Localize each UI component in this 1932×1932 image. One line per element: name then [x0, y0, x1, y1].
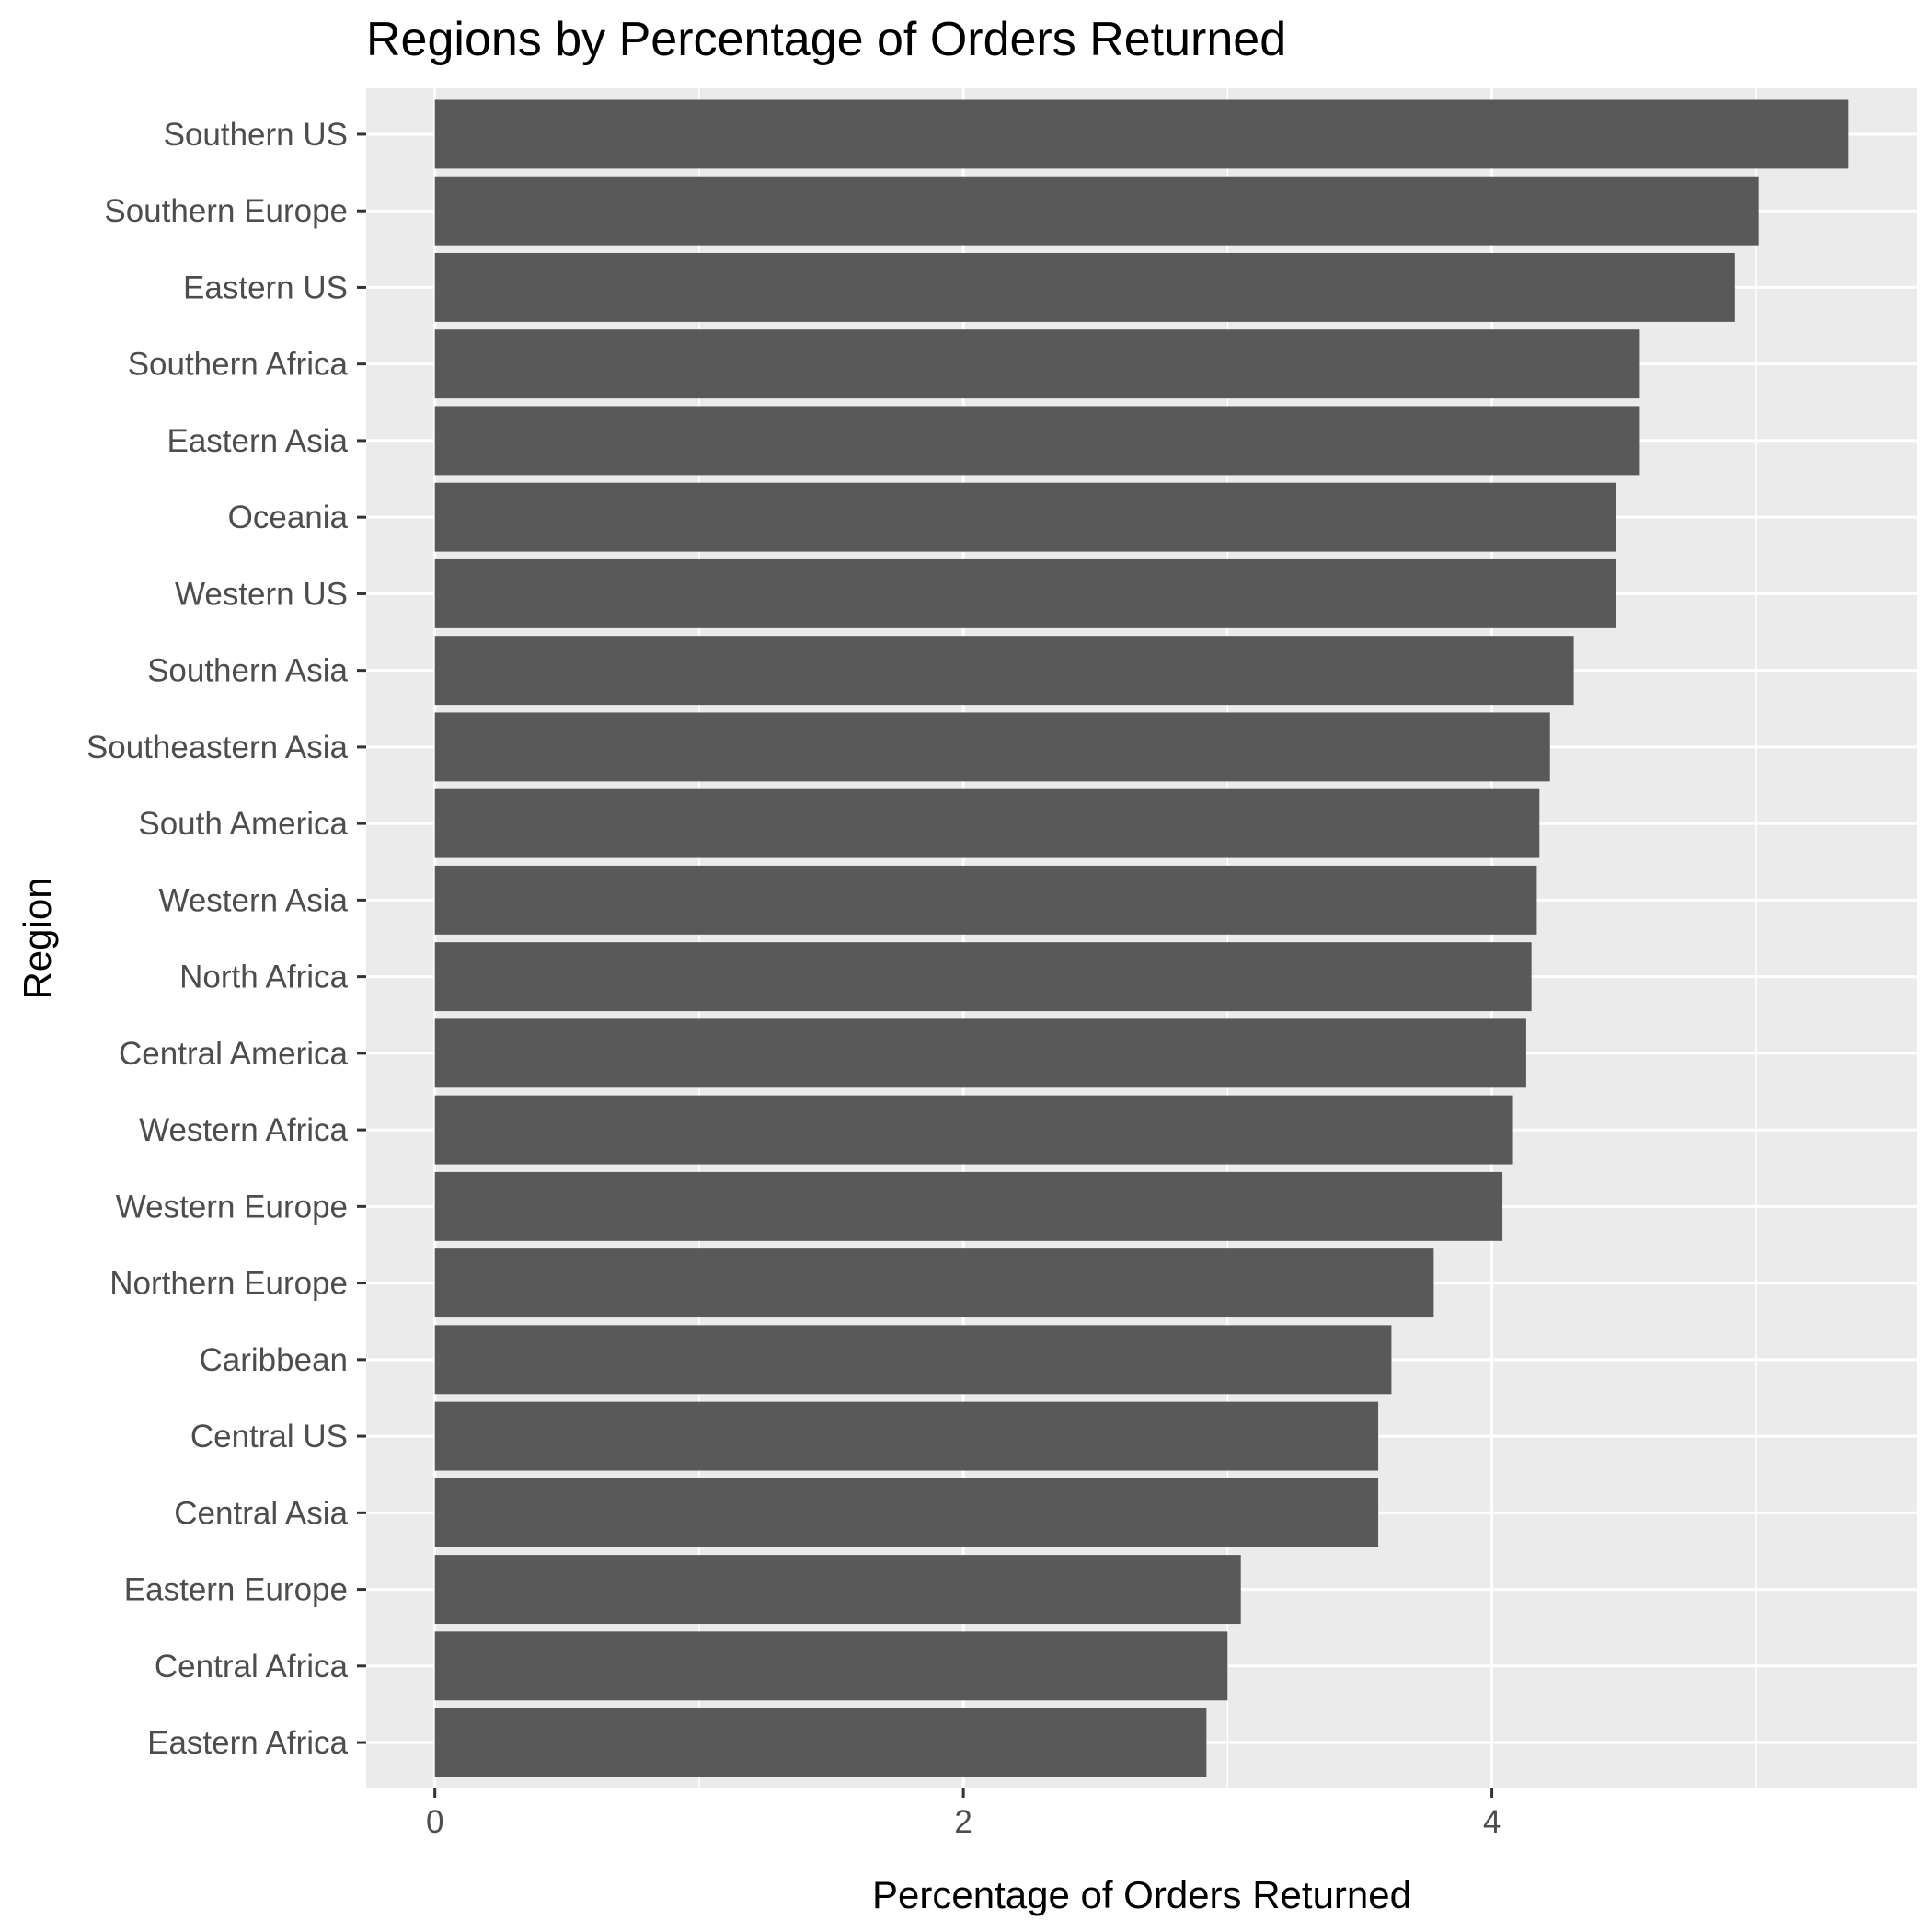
y-tick-label: Southern Africa — [128, 347, 349, 383]
y-tick-label: Caribbean — [200, 1342, 349, 1378]
y-tick-label: Eastern Europe — [124, 1572, 348, 1608]
bar — [434, 252, 1735, 322]
chart-title: Regions by Percentage of Orders Returned — [366, 13, 1286, 66]
bar — [434, 482, 1616, 552]
y-tick-label: Western US — [175, 576, 348, 612]
bars — [434, 99, 1849, 1777]
bar — [434, 1171, 1503, 1241]
y-tick-label: Western Asia — [158, 882, 348, 918]
y-tick-label: Eastern Africa — [147, 1725, 348, 1761]
bar — [434, 1095, 1513, 1165]
bar — [434, 1631, 1228, 1701]
y-tick-label: Oceania — [228, 500, 349, 535]
bar — [434, 1325, 1392, 1395]
y-tick-label: Western Europe — [116, 1189, 348, 1225]
y-tick-label: Northern Europe — [109, 1266, 348, 1302]
x-axis-title: Percentage of Orders Returned — [872, 1873, 1411, 1916]
y-tick-label: Eastern Asia — [167, 423, 349, 459]
y-tick-label: Southeastern Asia — [86, 730, 349, 765]
bar — [434, 99, 1849, 169]
bar — [434, 788, 1540, 858]
x-tick-label: 0 — [426, 1804, 443, 1840]
y-tick-label: South America — [138, 806, 348, 842]
y-tick-label: Western Africa — [139, 1112, 348, 1148]
x-axis: 0 2 4 — [426, 1788, 1501, 1840]
bar — [434, 1708, 1207, 1777]
y-axis-title: Region — [16, 877, 59, 999]
bar — [434, 1018, 1526, 1088]
bar — [434, 176, 1759, 246]
bar — [434, 942, 1532, 1012]
bar — [434, 1401, 1379, 1471]
bar — [434, 865, 1537, 935]
x-tick-label: 4 — [1483, 1804, 1501, 1840]
bar — [434, 712, 1550, 782]
y-tick-label: Eastern US — [183, 270, 348, 305]
bar — [434, 636, 1574, 706]
y-tick-label: Central Asia — [174, 1495, 348, 1531]
bar — [434, 558, 1616, 628]
y-axis: Southern US Southern Europe Eastern US Sout… — [86, 117, 366, 1761]
y-tick-label: Southern US — [164, 117, 348, 153]
y-tick-label: Central Africa — [155, 1649, 349, 1685]
y-tick-label: Southern Europe — [104, 193, 348, 229]
bar — [434, 1478, 1379, 1547]
bar — [434, 406, 1640, 476]
x-tick-label: 2 — [954, 1804, 972, 1840]
y-tick-label: Southern Asia — [147, 653, 348, 689]
bar — [434, 329, 1640, 399]
y-tick-label: North Africa — [179, 960, 348, 995]
y-tick-label: Central US — [190, 1419, 348, 1455]
bar — [434, 1555, 1241, 1625]
bar — [434, 1248, 1434, 1318]
y-tick-label: Central America — [119, 1036, 349, 1072]
